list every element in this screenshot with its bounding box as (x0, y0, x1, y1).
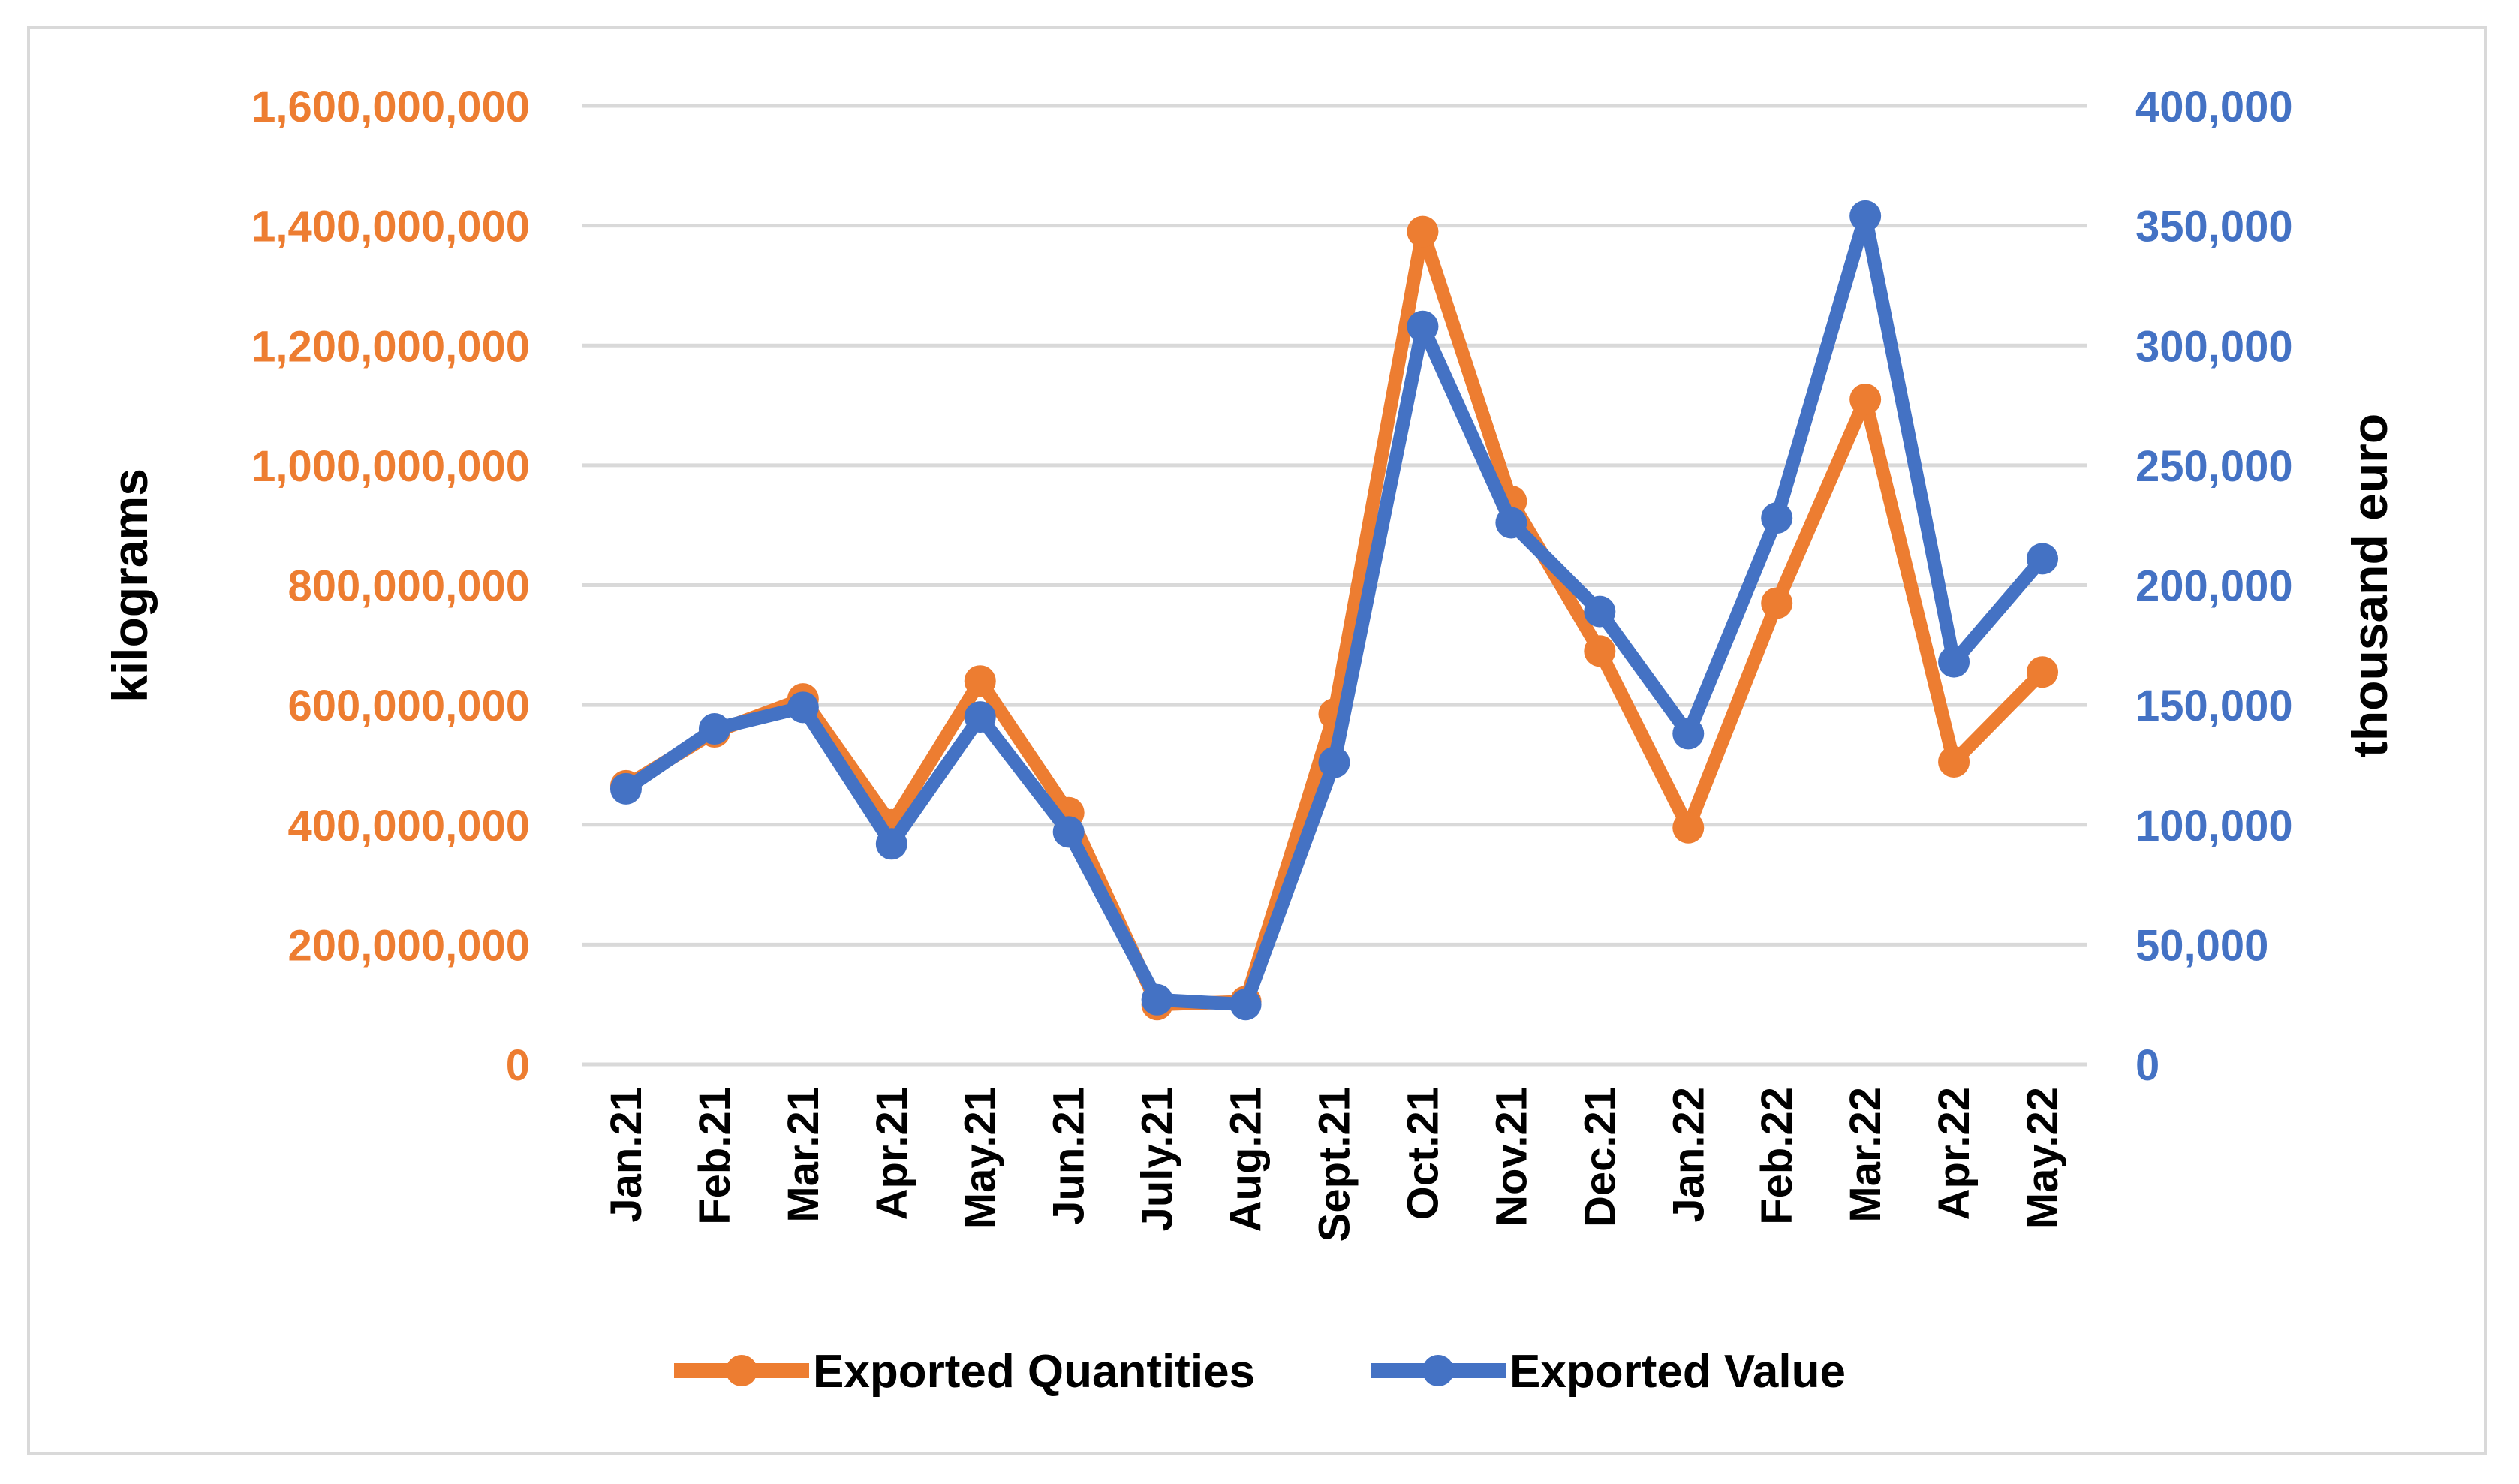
x-tick-label: Mar.21 (779, 1087, 828, 1223)
right-tick-label: 400,000 (2135, 83, 2293, 131)
data-point[interactable] (698, 713, 730, 745)
left-tick-label: 200,000,000 (287, 921, 530, 970)
data-point[interactable] (1584, 595, 1616, 628)
legend-label-value: Exported Value (1509, 1346, 1846, 1398)
x-tick-label: Dec.21 (1576, 1087, 1624, 1227)
x-tick-label: Jan.21 (602, 1087, 651, 1223)
legend: Exported Quantities Exported Value (674, 1346, 1846, 1398)
series-line (618, 209, 2050, 1012)
data-point[interactable] (1761, 502, 1793, 534)
data-point[interactable] (1938, 745, 1970, 778)
left-tick-label: 1,200,000,000 (251, 322, 530, 371)
data-point[interactable] (787, 691, 819, 724)
right-tick-label: 100,000 (2135, 802, 2293, 850)
x-tick-label: Jun.21 (1045, 1087, 1094, 1225)
x-axis-ticks: Jan.21 Feb.21 Mar.21 Apr.21 May.21 Jun.21 July… (602, 1087, 2067, 1242)
series-value (609, 200, 2059, 1021)
right-tick-label: 350,000 (2135, 203, 2293, 251)
data-point[interactable] (964, 701, 996, 733)
legend-marker-value (1422, 1355, 1454, 1386)
legend-item-quantities[interactable]: Exported Quantities (674, 1346, 1255, 1398)
data-point[interactable] (875, 828, 907, 860)
data-point[interactable] (1407, 215, 1439, 248)
right-axis-title: thousand euro (2342, 414, 2397, 757)
left-tick-label: 400,000,000 (287, 802, 530, 850)
data-point[interactable] (2027, 543, 2059, 575)
x-tick-label: Sept.21 (1311, 1087, 1359, 1242)
series-layer (609, 200, 2059, 1021)
left-tick-label: 1,600,000,000 (251, 83, 530, 131)
data-point[interactable] (1407, 310, 1439, 342)
data-point[interactable] (1761, 587, 1793, 619)
data-point[interactable] (1229, 989, 1262, 1021)
x-tick-label: Feb.22 (1753, 1087, 1801, 1225)
data-point[interactable] (609, 772, 642, 805)
right-tick-label: 300,000 (2135, 322, 2293, 371)
data-point[interactable] (1318, 746, 1350, 778)
data-point[interactable] (1141, 983, 1173, 1016)
right-tick-label: 150,000 (2135, 682, 2293, 730)
right-tick-label: 50,000 (2135, 921, 2268, 970)
left-axis-title: kilograms (102, 468, 158, 703)
data-point[interactable] (964, 665, 996, 697)
left-tick-label: 1,400,000,000 (251, 203, 530, 251)
right-tick-label: 200,000 (2135, 562, 2293, 611)
x-tick-label: Mar.22 (1841, 1087, 1890, 1223)
left-tick-label: 1,000,000,000 (251, 442, 530, 491)
data-point[interactable] (1052, 816, 1085, 848)
series-quantities (609, 215, 2059, 1021)
data-point[interactable] (1849, 200, 1882, 232)
legend-marker-quantities (726, 1355, 757, 1386)
data-point[interactable] (1938, 646, 1970, 678)
x-tick-label: Aug.21 (1222, 1087, 1271, 1232)
right-tick-label: 250,000 (2135, 442, 2293, 491)
x-tick-label: Apr.22 (1930, 1087, 1979, 1220)
data-point[interactable] (1672, 718, 1705, 750)
x-tick-label: July.21 (1133, 1087, 1182, 1231)
left-tick-label: 600,000,000 (287, 682, 530, 730)
legend-label-quantities: Exported Quantities (813, 1346, 1255, 1398)
data-point[interactable] (1584, 635, 1616, 667)
left-tick-label: 800,000,000 (287, 562, 530, 611)
x-tick-label: Jan.22 (1664, 1087, 1713, 1223)
data-point[interactable] (2027, 656, 2059, 688)
left-axis-ticks: 0 200,000,000 400,000,000 600,000,000 800,00… (251, 83, 530, 1090)
data-point[interactable] (1672, 811, 1705, 844)
x-tick-label: Apr.21 (868, 1087, 916, 1220)
data-point[interactable] (1849, 384, 1882, 416)
x-tick-label: Feb.21 (691, 1087, 739, 1225)
x-tick-label: Oct.21 (1398, 1087, 1447, 1220)
x-tick-label: May.21 (956, 1087, 1005, 1229)
right-tick-label: 0 (2135, 1041, 2159, 1090)
data-point[interactable] (1495, 507, 1527, 539)
right-axis-ticks: 0 50,000 100,000 150,000 200,000 250,000 300,0… (2135, 83, 2293, 1090)
x-tick-label: Nov.21 (1487, 1087, 1536, 1227)
legend-item-value[interactable]: Exported Value (1371, 1346, 1846, 1398)
chart-frame (27, 26, 2487, 1455)
x-tick-label: May.22 (2018, 1087, 2067, 1229)
left-tick-label: 0 (506, 1041, 530, 1090)
